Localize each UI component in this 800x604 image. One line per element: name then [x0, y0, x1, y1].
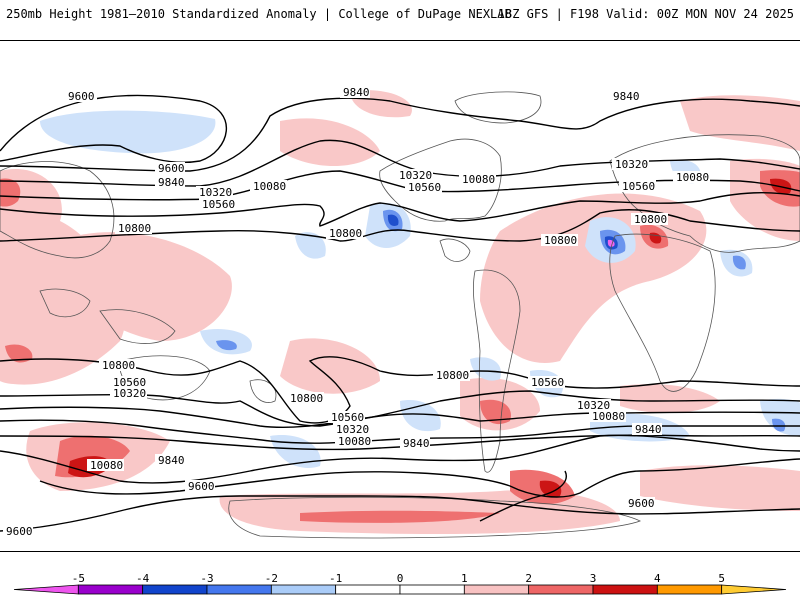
colorbar-tick-label: 4	[654, 572, 661, 585]
colorbar-tick-label: -5	[72, 572, 85, 585]
colorbar-tick-label: -3	[200, 572, 213, 585]
colorbar: -5 -4 -3 -2 -1 0 1 2 3 4 5	[0, 568, 800, 600]
contour-label: 10800	[634, 213, 667, 226]
contour-label: 9600	[158, 162, 185, 175]
colorbar-swatch	[399, 584, 465, 595]
contour-label: 10320	[336, 423, 369, 436]
strong-negative-shading	[387, 214, 618, 250]
contour-label: 10080	[676, 171, 709, 184]
anomaly-map: 9600 9840 9840 9600 9840 10320 10080 105…	[0, 40, 800, 552]
contour-label: 9840	[635, 423, 662, 436]
contour-label: 10320	[615, 158, 648, 171]
colorbar-swatch	[721, 584, 787, 595]
coastlines	[0, 91, 800, 539]
colorbar-swatch	[77, 584, 144, 595]
contour-label: 10560	[408, 181, 441, 194]
contour-label: 9840	[158, 454, 185, 467]
contour-label: 10080	[338, 435, 371, 448]
colorbar-tick-label: -4	[136, 572, 150, 585]
colorbar-tick-label: 1	[461, 572, 468, 585]
contour-label: 9600	[628, 497, 655, 510]
colorbar-tick-label: 0	[397, 572, 404, 585]
contour-label: 10560	[531, 376, 564, 389]
contour-label: 9840	[158, 176, 185, 189]
colorbar-swatch	[142, 584, 208, 595]
contour-label: 10560	[331, 411, 364, 424]
contour-label: 10080	[462, 173, 495, 186]
colorbar-tick-label: 3	[590, 572, 597, 585]
contour-label: 10320	[577, 399, 610, 412]
colorbar-swatch	[335, 584, 401, 595]
contour-label: 10800	[436, 369, 469, 382]
contour-label: 10080	[90, 459, 123, 472]
colorbar-swatch	[13, 584, 79, 595]
chart-title: 250mb Height 1981–2010 Standardized Anom…	[6, 7, 512, 21]
header: 250mb Height 1981–2010 Standardized Anom…	[0, 0, 800, 30]
contour-label: 9600	[68, 90, 95, 103]
colorbar-swatch	[656, 584, 723, 595]
contour-labels: 9600 9840 9840 9600 9840 10320 10080 105…	[3, 86, 710, 538]
moderate-positive-shading	[0, 170, 800, 523]
contour-label: 10080	[592, 410, 625, 423]
contour-label: 9840	[613, 90, 640, 103]
colorbar-tick-label: -2	[265, 572, 278, 585]
contour-label: 10800	[290, 392, 323, 405]
colorbar-tick-label: 2	[525, 572, 532, 585]
contour-label: 10320	[199, 186, 232, 199]
colorbar-swatch	[528, 584, 594, 595]
colorbar-swatch	[270, 584, 337, 595]
contour-label: 10080	[253, 180, 286, 193]
colorbar-swatch	[206, 584, 272, 595]
contour-label: 10800	[118, 222, 151, 235]
contour-label: 10560	[202, 198, 235, 211]
contour-label: 10320	[399, 169, 432, 182]
map-canvas: 9600 9840 9840 9600 9840 10320 10080 105…	[0, 86, 800, 539]
colorbar-svg: -5 -4 -3 -2 -1 0 1 2 3 4 5	[13, 572, 787, 595]
contour-label: 9600	[188, 480, 215, 493]
contour-label: 10800	[544, 234, 577, 247]
contour-label: 9840	[403, 437, 430, 450]
colorbar-tick-label: 5	[718, 572, 725, 585]
contour-label: 9840	[343, 86, 370, 99]
contour-label: 9600	[6, 525, 33, 538]
contour-label: 10560	[622, 180, 655, 193]
colorbar-swatch	[463, 584, 530, 595]
contour-label: 10800	[329, 227, 362, 240]
contour-label: 10320	[113, 387, 146, 400]
contour-label: 10800	[102, 359, 135, 372]
colorbar-tick-label: -1	[329, 572, 342, 585]
colorbar-swatch	[592, 584, 658, 595]
model-valid-time: 18Z GFS | F198 Valid: 00Z MON NOV 24 202…	[497, 7, 794, 21]
contour-label: 10560	[113, 376, 146, 389]
